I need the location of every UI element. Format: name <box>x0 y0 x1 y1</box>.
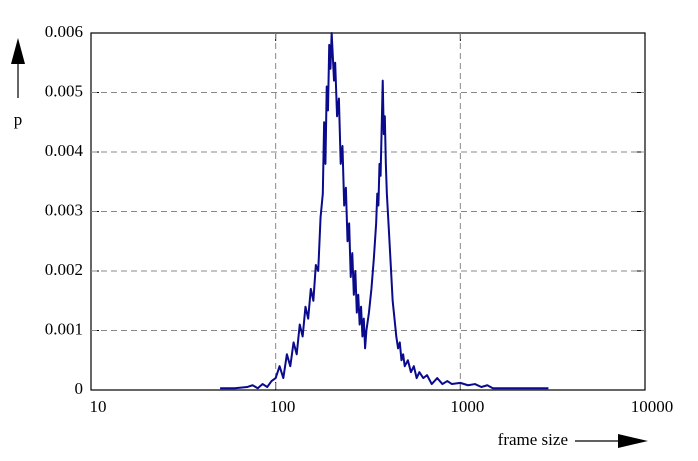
x-tick-label: 100 <box>270 397 296 416</box>
y-axis-label: p <box>14 110 23 129</box>
y-tick-label: 0 <box>75 379 84 398</box>
x-axis-label: frame size <box>498 430 568 449</box>
y-tick-label: 0.004 <box>45 141 84 160</box>
x-tick-label: 10000 <box>631 397 674 416</box>
y-tick-label: 0.002 <box>45 260 83 279</box>
x-arrow-head <box>618 434 648 448</box>
y-arrow-head <box>11 38 25 64</box>
y-tick-label: 0.001 <box>45 319 83 338</box>
x-tick-label: 1000 <box>450 397 484 416</box>
y-tick-label: 0.003 <box>45 200 83 219</box>
y-tick-label: 0.006 <box>45 22 83 41</box>
y-tick-label: 0.005 <box>45 81 83 100</box>
data-line <box>220 32 549 390</box>
x-tick-label: 10 <box>90 397 107 416</box>
